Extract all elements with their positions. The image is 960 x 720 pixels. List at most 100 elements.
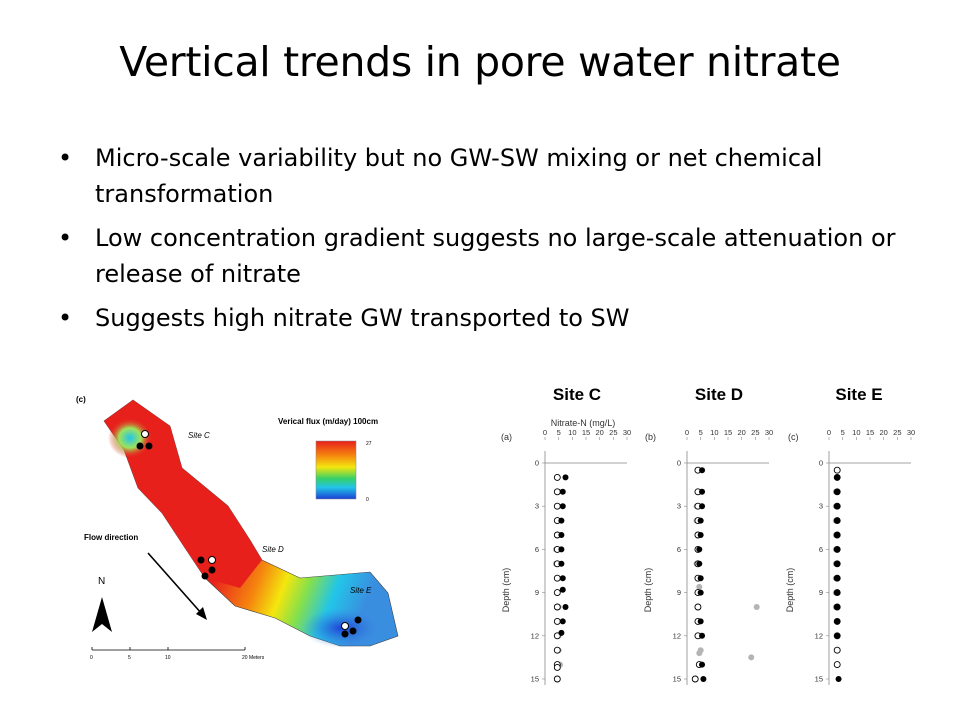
filled-data-point	[558, 517, 565, 524]
panel-label-c: (c)	[788, 432, 799, 442]
y-tick-label: 12	[815, 631, 823, 640]
x-tick-label: 30	[623, 428, 631, 437]
filled-data-point	[562, 604, 569, 610]
filled-data-point	[559, 575, 566, 582]
filled-data-point	[559, 586, 566, 593]
site-e-label: Site E	[350, 586, 372, 595]
open-data-point	[553, 589, 561, 597]
open-data-point	[553, 675, 561, 683]
x-tick-label: 5	[699, 428, 703, 437]
x-tick-label: 30	[765, 428, 773, 437]
north-arrow-icon	[92, 597, 112, 632]
filled-data-point	[700, 676, 707, 682]
filled-data-point	[699, 632, 706, 639]
open-data-point	[553, 502, 561, 510]
x-tick-label: 20	[879, 428, 887, 437]
bullet-item: Low concentration gradient suggests no l…	[58, 220, 918, 292]
legend-title: Verical flux (m/day) 100cm	[278, 417, 378, 426]
filled-data-point	[699, 661, 706, 668]
bullet-item: Suggests high nitrate GW transported to …	[58, 300, 918, 336]
open-data-point	[553, 488, 561, 496]
filled-data-point	[834, 474, 841, 481]
site-e-title: Site E	[835, 385, 882, 404]
filled-data-point	[835, 676, 842, 682]
filled-data-point	[834, 503, 841, 510]
filled-data-point	[697, 575, 704, 582]
y-tick-label: 15	[673, 675, 681, 684]
open-data-point	[691, 675, 699, 683]
scale-tick: 0	[90, 655, 93, 661]
x-tick-label: 10	[710, 428, 718, 437]
y-tick-label: 0	[535, 459, 539, 468]
gray-data-point	[748, 654, 755, 661]
site-c-label: Site C	[188, 431, 210, 440]
filled-data-point	[696, 546, 703, 553]
filled-data-point	[562, 474, 569, 481]
gray-data-point	[696, 650, 703, 657]
filled-data-point	[834, 546, 841, 553]
y-tick-label: 3	[535, 502, 539, 511]
y-tick-label: 0	[677, 459, 681, 468]
filled-data-point	[699, 488, 706, 495]
y-tick-label: 6	[535, 545, 539, 554]
x-tick-label: 0	[685, 428, 689, 437]
filled-data-point	[834, 517, 841, 524]
filled-data-point	[834, 575, 841, 582]
filled-data-point	[699, 467, 706, 474]
y-tick-label: 15	[815, 675, 823, 684]
y-tick-label: 15	[531, 675, 539, 684]
site-c-title: Site C	[553, 385, 601, 404]
filled-data-point	[558, 629, 565, 636]
legend-min: 0	[366, 497, 369, 503]
filled-data-point	[696, 560, 703, 567]
x-tick-label: 5	[557, 428, 561, 437]
y-tick-label: 12	[531, 631, 539, 640]
flux-map-figure: (c) Site C Site D Site E Verical flux (m…	[76, 395, 399, 661]
x-tick-label: 20	[737, 428, 745, 437]
scale-tick: 5	[128, 655, 131, 661]
filled-data-point	[697, 517, 704, 524]
x-tick-label: 0	[543, 428, 547, 437]
y-tick-label: 6	[677, 545, 681, 554]
filled-data-point	[834, 532, 841, 538]
x-tick-label: 20	[595, 428, 603, 437]
filled-data-point	[559, 618, 566, 625]
legend-color-bar	[315, 440, 357, 500]
open-data-point	[553, 473, 561, 481]
open-data-point	[833, 646, 841, 654]
open-data-point	[694, 603, 702, 611]
filled-data-point	[699, 503, 706, 510]
panel-label-b: (b)	[645, 432, 656, 442]
filled-data-point	[558, 560, 565, 567]
x-tick-label: 5	[841, 428, 845, 437]
low-flux-area-c	[108, 418, 152, 458]
y-tick-label: 6	[819, 545, 823, 554]
x-tick-label: 25	[609, 428, 617, 437]
filled-data-point	[834, 632, 841, 639]
filled-data-point	[834, 589, 841, 596]
filled-data-point	[697, 589, 704, 596]
bullet-list: Micro-scale variability but no GW-SW mix…	[58, 140, 918, 344]
y-axis-label-c: Depth (cm)	[501, 568, 511, 613]
x-tick-label: 15	[724, 428, 732, 437]
y-tick-label: 3	[677, 502, 681, 511]
x-axis-label: Nitrate-N (mg/L)	[551, 418, 616, 428]
open-data-point	[553, 646, 561, 654]
x-tick-label: 30	[907, 428, 915, 437]
open-data-point	[833, 661, 841, 669]
y-tick-label: 9	[677, 588, 681, 597]
filled-data-point	[697, 618, 704, 625]
scale-tick: 10	[165, 655, 171, 661]
x-tick-label: 15	[866, 428, 874, 437]
filled-data-point	[559, 488, 566, 495]
y-tick-label: 0	[819, 459, 823, 468]
y-tick-label: 9	[819, 588, 823, 597]
open-data-point	[833, 466, 841, 474]
y-axis-label-d: Depth (cm)	[643, 568, 653, 613]
map-panel-label: (c)	[76, 395, 86, 404]
x-tick-label: 10	[852, 428, 860, 437]
open-data-point	[553, 617, 561, 625]
site-d-label: Site D	[262, 545, 284, 554]
filled-data-point	[697, 532, 704, 538]
filled-data-point	[559, 503, 566, 510]
